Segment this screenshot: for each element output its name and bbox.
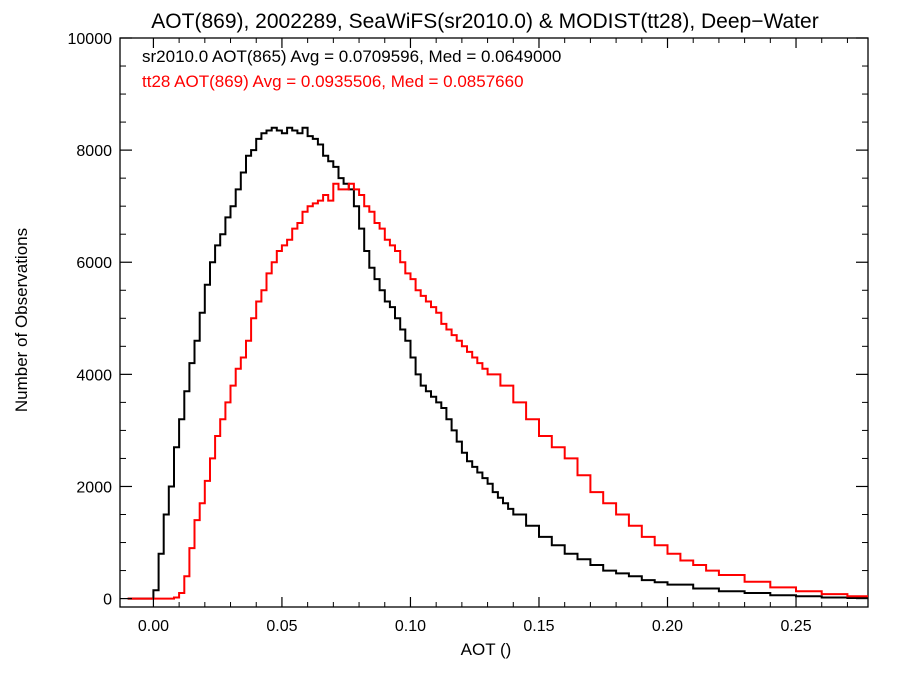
y-tick-label: 2000 (76, 479, 112, 496)
legend-entry-0: sr2010.0 AOT(865) Avg = 0.0709596, Med =… (142, 47, 561, 66)
plot-frame (119, 37, 869, 608)
y-tick-label: 4000 (76, 367, 112, 384)
legend-entry-1: tt28 AOT(869) Avg = 0.0935506, Med = 0.0… (142, 72, 524, 91)
ticks-layer: 0.00 0.05 0.10 0.15 0.20 0.25 0 2000 4000 6000 800… (68, 31, 868, 635)
y-tick-label: 10000 (68, 31, 113, 48)
chart-title: AOT(869), 2002289, SeaWiFS(sr2010.0) & M… (151, 10, 818, 33)
legend: sr2010.0 AOT(865) Avg = 0.0709596, Med =… (142, 47, 561, 91)
x-tick-label: 0.05 (266, 618, 297, 635)
y-axis-label: Number of Observations (12, 228, 31, 412)
y-tick-label: 6000 (76, 255, 112, 272)
x-tick-label: 0.25 (780, 618, 811, 635)
x-tick-label: 0.10 (395, 618, 426, 635)
series-line-0 (127, 126, 868, 600)
series-line-1 (127, 182, 868, 600)
x-tick-label: 0.20 (652, 618, 683, 635)
y-tick-label: 8000 (76, 143, 112, 160)
plot-area: 0.00 0.05 0.10 0.15 0.20 0.25 0 2000 4000 6000 800… (68, 31, 869, 635)
x-tick-label: 0.00 (138, 618, 169, 635)
x-tick-label: 0.15 (523, 618, 554, 635)
x-axis-label: AOT () (461, 640, 512, 659)
y-tick-label: 0 (103, 592, 112, 609)
series-layer (127, 126, 868, 600)
